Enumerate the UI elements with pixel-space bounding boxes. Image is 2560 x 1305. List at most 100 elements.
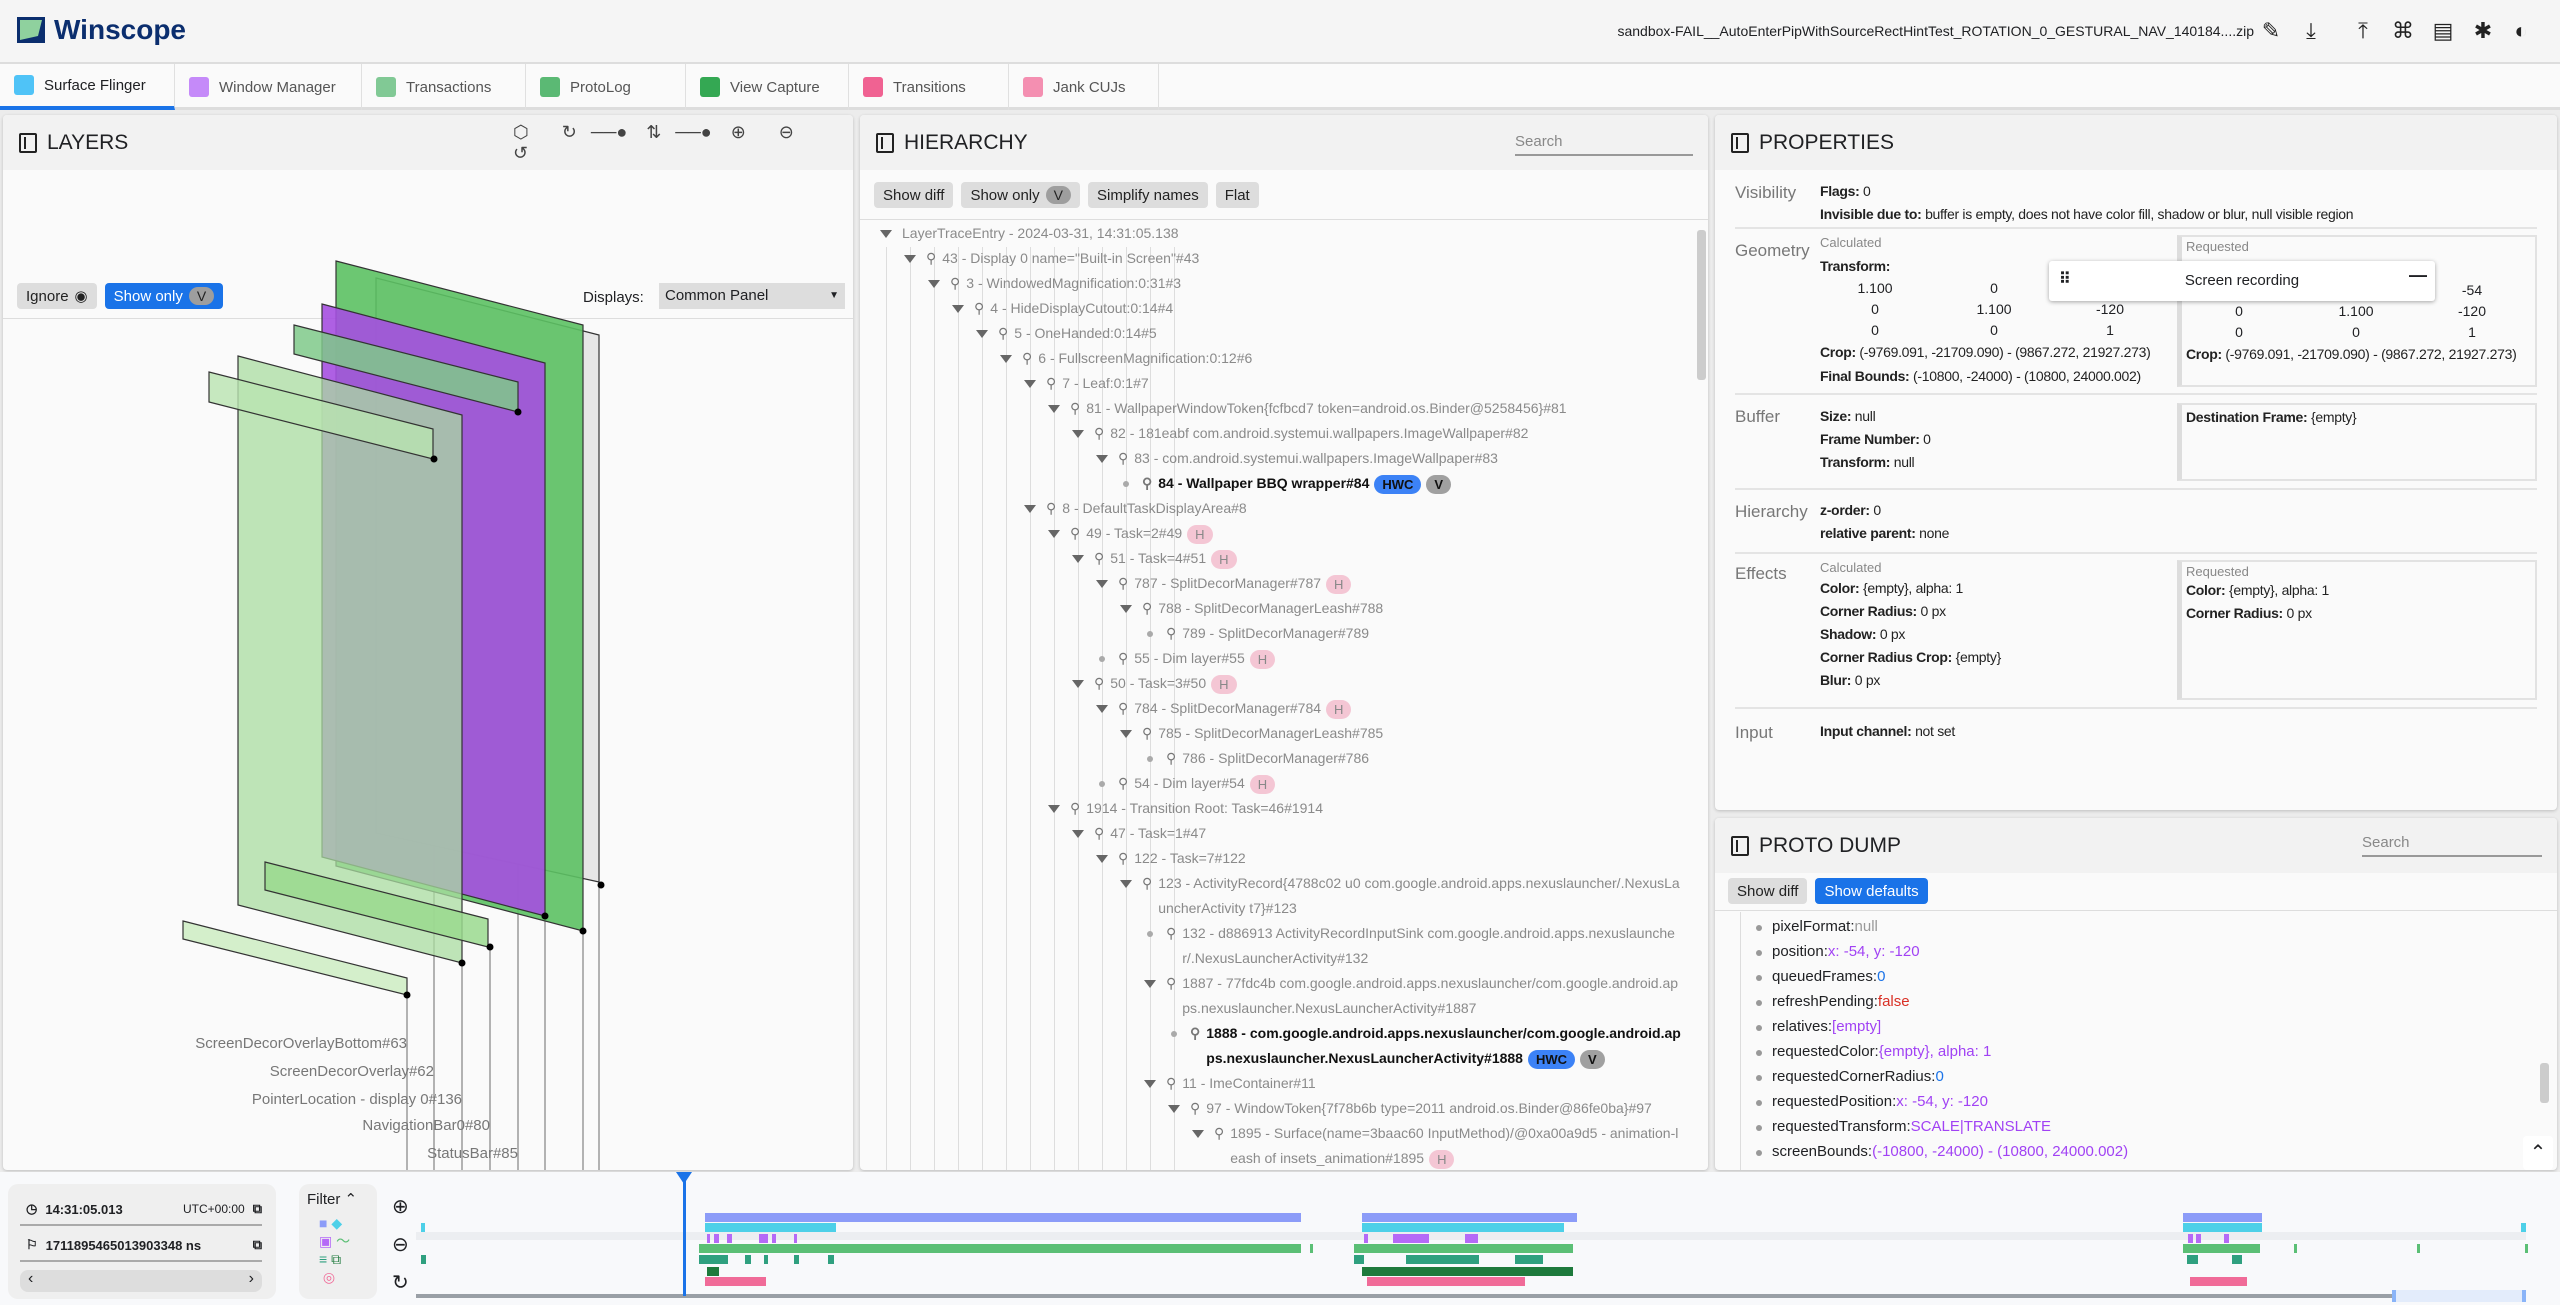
timeline-entry[interactable] (421, 1223, 425, 1232)
tree-node[interactable]: ⚲ 1914 - Transition Root: Task=46#1914 (860, 796, 1690, 821)
proto-field[interactable]: queuedFrames:0 (1755, 968, 1885, 985)
timeline-entry[interactable] (772, 1234, 776, 1243)
theme-icon[interactable]: ◐ (2514, 18, 2528, 43)
tab-window-manager[interactable]: Window Manager (175, 64, 362, 110)
tree-node[interactable]: ⚲ 47 - Task=1#47 (860, 821, 1690, 846)
proto-field[interactable]: refreshPending:false (1756, 993, 1910, 1010)
filter-button[interactable]: Filter ⌃ (307, 1191, 358, 1208)
zoom-out-icon[interactable]: ⊖ (392, 1234, 409, 1256)
pin-icon[interactable]: ⚲ (1118, 775, 1129, 791)
show-only-button[interactable]: Show only V (104, 283, 224, 309)
pin-icon[interactable]: ⚲ (1046, 375, 1057, 391)
collapse-icon[interactable] (19, 132, 37, 153)
timestamp-field[interactable]: ◷ 14:31:05.013 UTC+00:00 ⧉ (20, 1194, 262, 1226)
pin-icon[interactable]: ⚲ (1166, 750, 1177, 766)
proto-field[interactable]: relatives:[empty] (1755, 1018, 1881, 1035)
tree-node[interactable]: ⚲ 49 - Task=2#49 H (860, 521, 1690, 546)
tree-node[interactable]: ⚲ 132 - d886913 ActivityRecordInputSink c… (860, 921, 1690, 971)
pin-icon[interactable]: ⚲ (1118, 450, 1129, 466)
timeline-entry[interactable] (2416, 1244, 2420, 1253)
layer-label[interactable]: NavigationBar0#80 (362, 1117, 490, 1134)
copy-icon[interactable]: ⧉ (252, 1237, 262, 1252)
timeline-zoom-controls[interactable]: ⊕ ⊖ ↻ (392, 1188, 409, 1302)
pin-icon[interactable]: ⚲ (926, 250, 937, 266)
timeline-entry[interactable] (764, 1255, 768, 1264)
expand-arrow-icon[interactable] (1096, 855, 1108, 863)
timeline-entry[interactable] (1353, 1244, 1573, 1253)
timeline-entry[interactable] (1464, 1234, 1478, 1243)
timeline-entry[interactable] (705, 1223, 837, 1232)
reset-icon[interactable]: ↻ (392, 1272, 409, 1294)
trace-filename[interactable]: sandbox-FAIL__AutoEnterPipWithSourceRect… (1617, 23, 2254, 39)
tree-node[interactable]: ⚲ 1888 - com.google.android.apps.nexuslau… (860, 1021, 1690, 1071)
expand-arrow-icon[interactable] (1144, 1080, 1156, 1088)
timeline-entry[interactable] (707, 1234, 711, 1243)
tree-node[interactable]: ⚲ 8 - DefaultTaskDisplayArea#8 (860, 496, 1690, 521)
flat-button[interactable]: Flat (1215, 182, 1259, 208)
timeline-entry[interactable] (1361, 1213, 1578, 1222)
collapse-icon[interactable] (1731, 835, 1749, 856)
timeline-entry[interactable] (1361, 1267, 1573, 1276)
timeline-entry[interactable] (726, 1234, 732, 1243)
tree-node[interactable]: ⚲ 84 - Wallpaper BBQ wrapper#84 HWC V (860, 471, 1690, 496)
simplify-names-button[interactable]: Simplify names (1088, 182, 1208, 208)
zoom-in-icon[interactable]: ⊕ (392, 1196, 409, 1218)
timeline-entry[interactable] (1392, 1234, 1429, 1243)
tree-node[interactable]: ⚲ 83 - com.android.systemui.wallpapers.Im… (860, 446, 1690, 471)
timeline-entry[interactable] (1515, 1255, 1544, 1264)
proto-field[interactable]: requestedColor:{empty}, alpha: 1 (1755, 1043, 1991, 1060)
layer-label[interactable]: PointerLocation - display 0#136 (251, 1091, 462, 1108)
expand-arrow-icon[interactable] (1120, 605, 1132, 613)
expand-arrow-icon[interactable] (1096, 580, 1108, 588)
layer-label[interactable]: ScreenDecorOverlayBottom#63 (195, 1035, 407, 1052)
docs-icon[interactable]: ▤ (2432, 18, 2454, 43)
download-icon[interactable]: ⤓ (2306, 18, 2316, 43)
collapse-icon[interactable] (1731, 132, 1749, 153)
expand-arrow-icon[interactable] (1096, 705, 1108, 713)
proto-field[interactable]: requestedCornerRadius:0 (1756, 1068, 1944, 1085)
timeline-scrollbar[interactable] (416, 1294, 2396, 1298)
tree-node[interactable]: ⚲ 785 - SplitDecorManagerLeash#785 (860, 721, 1690, 746)
expand-arrow-icon[interactable] (1024, 380, 1036, 388)
expand-arrow-icon[interactable] (1096, 455, 1108, 463)
pin-icon[interactable]: ⚲ (1094, 550, 1105, 566)
scrollbar[interactable] (1697, 230, 1706, 380)
expand-arrow-icon[interactable] (928, 280, 940, 288)
collapse-icon[interactable] (876, 132, 894, 153)
copy-icon[interactable]: ⧉ (252, 1201, 262, 1216)
proto-search-input[interactable]: Search (2362, 830, 2542, 857)
pin-icon[interactable]: ⚲ (974, 300, 985, 316)
tree-node[interactable]: ⚲ 787 - SplitDecorManager#787 H (860, 571, 1690, 596)
timeline-entry[interactable] (2188, 1234, 2194, 1243)
shortcut-icon[interactable]: ⌘ (2392, 18, 2414, 43)
timeline-entry[interactable] (1353, 1255, 1364, 1264)
tree-node[interactable]: ⚲ 788 - SplitDecorManagerLeash#788 (860, 596, 1690, 621)
pin-icon[interactable]: ⚲ (1070, 800, 1081, 816)
pin-icon[interactable]: ⚲ (1142, 475, 1153, 491)
tree-node[interactable]: ⚲ 82 - 181eabf com.android.systemui.wallp… (860, 421, 1690, 446)
bug-icon[interactable]: ✱ (2473, 18, 2493, 43)
pin-icon[interactable]: ⚲ (1166, 925, 1177, 941)
timeline-entry[interactable] (698, 1255, 729, 1264)
timeline-entry[interactable] (1363, 1234, 1369, 1243)
proto-field[interactable]: pixelFormat:null (1756, 918, 1878, 935)
pin-icon[interactable]: ⚲ (1142, 875, 1153, 891)
expand-arrow-icon[interactable] (1120, 880, 1132, 888)
tab-transitions[interactable]: Transitions (849, 64, 1009, 110)
prev-entry-button[interactable]: ‹ (28, 1270, 34, 1287)
proto-field[interactable]: requestedPosition:x: -54, y: -120 (1756, 1093, 1988, 1110)
layers-3d-view[interactable] (3, 115, 853, 1170)
timeline-entry[interactable] (707, 1267, 719, 1276)
screen-recording-overlay[interactable]: ⠿ Screen recording — (2049, 261, 2435, 301)
next-entry-button[interactable]: › (248, 1270, 254, 1287)
trace-filter-icons[interactable]: ■ ◆ ▣ 〜 ≡ ⧉ ◎ (319, 1215, 351, 1285)
tree-node[interactable]: ⚲ 786 - SplitDecorManager#786 (860, 746, 1690, 771)
tree-node[interactable]: ⚲ 43 - Display 0 name="Built-in Screen"#4… (860, 246, 1690, 271)
tree-node[interactable]: LayerTraceEntry - 2024-03-31, 14:31:05.1… (860, 221, 1690, 246)
pin-icon[interactable]: ⚲ (998, 325, 1009, 341)
timeline-entry[interactable] (2183, 1223, 2262, 1232)
tree-node[interactable]: ⚲ 54 - Dim layer#54 H (860, 771, 1690, 796)
expand-arrow-icon[interactable] (1168, 1105, 1180, 1113)
proto-field[interactable]: position:x: -54, y: -120 (1756, 943, 1920, 960)
show-diff-button[interactable]: Show diff (874, 182, 954, 208)
